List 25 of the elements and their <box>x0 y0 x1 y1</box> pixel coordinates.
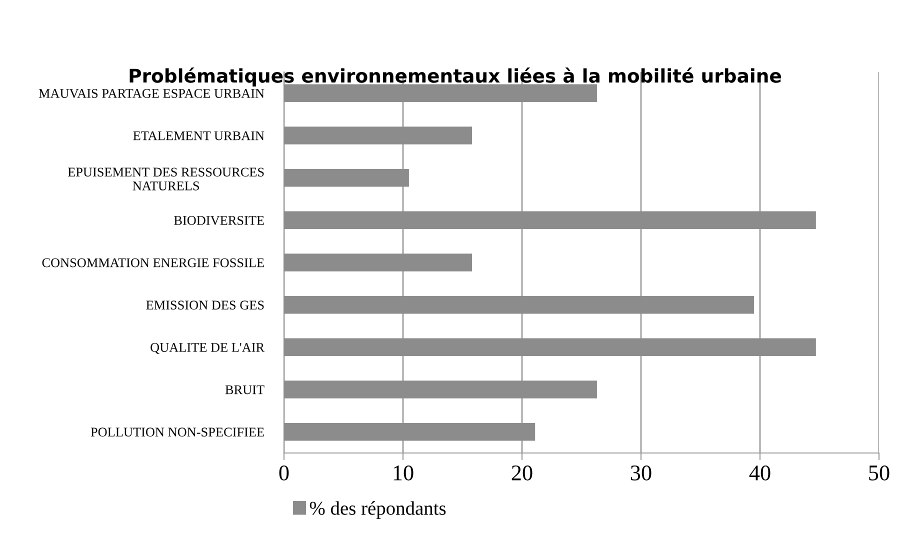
chart-title: Problématiques environnementaux liées à la mobilité urbaine <box>130 68 782 86</box>
bar <box>284 211 816 230</box>
y-tick-label: BIODIVERSITE <box>174 216 264 225</box>
y-tick-label: EPUISEMENT DES RESSOURCES NATURELS <box>68 168 264 190</box>
bar <box>284 168 409 187</box>
x-tick-label: 30 <box>630 465 652 480</box>
x-tick-label: 20 <box>512 465 532 480</box>
y-tick-label: MAUVAIS PARTAGE ESPACE URBAIN <box>38 89 264 98</box>
x-tick-label: 0 <box>279 465 289 480</box>
y-tick-label: EMISSION DES GES <box>146 300 264 310</box>
x-tick-label: 10 <box>394 465 414 480</box>
bar <box>284 296 754 314</box>
bar <box>284 422 536 441</box>
y-tick-label: POLLUTION NON-SPECIFIEE <box>90 428 264 437</box>
x-tick-label: 50 <box>869 465 890 480</box>
y-tick-label: CONSOMMATION ENERGIE FOSSILE <box>42 258 264 268</box>
y-tick-label: QUALITE DE L'AIR <box>150 343 265 354</box>
legend-label: % des répondants <box>310 501 446 519</box>
bar <box>284 338 816 356</box>
bar <box>284 380 597 398</box>
bar <box>284 254 472 272</box>
y-tick-label: ETALEMENT URBAIN <box>133 131 264 140</box>
x-tick-label: 40 <box>749 465 770 480</box>
bar <box>284 126 472 144</box>
y-tick-label: BRUIT <box>225 385 264 394</box>
